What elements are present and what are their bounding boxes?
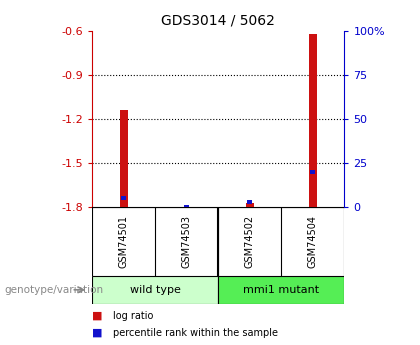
Bar — [92, 276, 218, 304]
Title: GDS3014 / 5062: GDS3014 / 5062 — [161, 13, 276, 27]
Text: mmi1 mutant: mmi1 mutant — [243, 285, 320, 295]
Text: GSM74504: GSM74504 — [308, 215, 318, 268]
Text: log ratio: log ratio — [113, 311, 154, 321]
Text: wild type: wild type — [130, 285, 181, 295]
Bar — [218, 276, 344, 304]
Bar — [309, 34, 317, 207]
Bar — [121, 196, 126, 200]
Bar — [310, 170, 315, 174]
Bar — [247, 199, 252, 204]
Bar — [120, 110, 128, 207]
Bar — [184, 205, 189, 209]
Text: percentile rank within the sample: percentile rank within the sample — [113, 328, 278, 338]
Text: GSM74503: GSM74503 — [182, 215, 192, 268]
Text: ■: ■ — [92, 311, 103, 321]
Text: GSM74501: GSM74501 — [119, 215, 129, 268]
Text: genotype/variation: genotype/variation — [4, 285, 103, 295]
Text: GSM74502: GSM74502 — [245, 215, 255, 268]
Bar — [246, 203, 254, 207]
Text: ■: ■ — [92, 328, 103, 338]
